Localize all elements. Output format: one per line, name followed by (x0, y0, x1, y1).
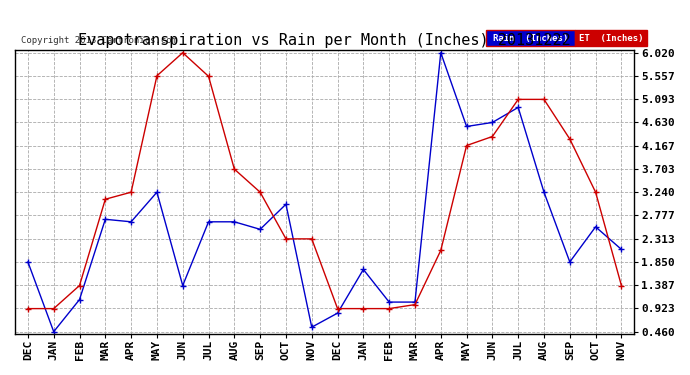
FancyBboxPatch shape (575, 30, 647, 46)
Title: Evapotranspiration vs Rain per Month (Inches) 20131222: Evapotranspiration vs Rain per Month (In… (78, 33, 571, 48)
Text: Rain  (Inches): Rain (Inches) (493, 34, 568, 43)
Text: ET  (Inches): ET (Inches) (578, 34, 643, 43)
Text: Copyright 2013 Cartronics.com: Copyright 2013 Cartronics.com (21, 36, 177, 45)
FancyBboxPatch shape (486, 30, 575, 46)
